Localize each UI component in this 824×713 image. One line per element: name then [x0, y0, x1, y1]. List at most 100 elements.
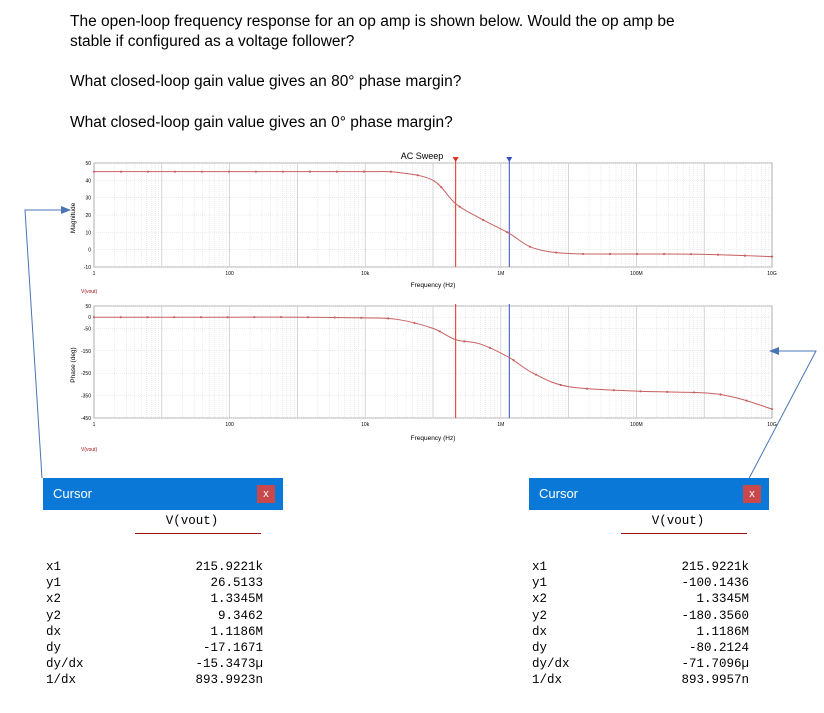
phase-x-ticks: 1 100 10k 1M 100M 10G	[93, 422, 777, 428]
cursor-column-header: V(vout)	[651, 514, 705, 528]
x-tick-label: 1	[93, 271, 96, 277]
series-marker	[362, 170, 366, 173]
cursor-row: dx 1.1186M	[46, 624, 263, 639]
series-marker	[226, 316, 229, 319]
x-tick-label: 100M	[630, 422, 643, 428]
series-marker	[586, 387, 589, 390]
magnitude-y-label: Magnitude	[70, 202, 77, 233]
chart-title: AC Sweep	[401, 151, 444, 161]
series-marker	[440, 186, 443, 189]
series-marker	[458, 205, 461, 208]
x-tick-label: 10G	[767, 271, 777, 277]
series-marker	[335, 170, 339, 173]
series-marker	[639, 390, 642, 393]
phase-series	[92, 316, 774, 411]
series-marker	[666, 390, 669, 394]
magnitude-x-ticks: 1 100 10k 1M 100M 10G	[93, 271, 777, 277]
series-marker	[528, 245, 532, 248]
series-marker	[146, 316, 149, 319]
cursor-panel-right: Cursor x V(vout) x1 215.9221k y1 -100.1436…	[529, 478, 769, 687]
series-marker	[308, 170, 312, 173]
series-marker	[360, 316, 363, 319]
series-marker	[488, 346, 492, 349]
x-tick-label: 10k	[361, 271, 370, 277]
question-3: What closed-loop gain value gives an 0° …	[70, 114, 453, 131]
cursor-row: x1 215.9221k	[46, 560, 263, 574]
cursor-row: dx 1.1186M	[532, 624, 749, 639]
series-marker	[438, 330, 441, 333]
series-marker	[635, 252, 639, 256]
phase-y-label: Phase (deg)	[70, 347, 77, 382]
cursor-row: x1 215.9221k	[532, 560, 749, 574]
cursor-row: x2 1.3345M	[532, 592, 749, 607]
x-tick-label: 100	[225, 422, 234, 428]
cursor-panel-left: Cursor x V(vout) x1 215.9221k y1 26.5133 x…	[43, 478, 283, 687]
y-tick-label: -150	[81, 349, 91, 355]
y-tick-label: -10	[84, 265, 91, 271]
series-marker	[689, 253, 693, 256]
question-1-line-1: The open-loop frequency response for an …	[70, 13, 675, 30]
cursor-row: 1/dx 893.9957n	[532, 673, 749, 688]
series-marker	[253, 316, 256, 319]
question-1-line-2: stable if configured as a voltage follow…	[70, 33, 355, 50]
series-line	[94, 171, 773, 258]
series-marker	[92, 316, 96, 319]
series-marker	[306, 316, 309, 319]
magnitude-grid	[93, 162, 773, 268]
magnitude-cursors[interactable]	[452, 157, 513, 267]
close-button[interactable]: x	[743, 485, 761, 503]
series-marker	[389, 170, 392, 173]
cursor-row: dy/dx -15.3473µ	[46, 657, 263, 672]
phase-y-ticks: 50 0 -50 -150 -250 -350 -450	[81, 304, 91, 422]
series-marker	[173, 170, 177, 173]
cursor-column-header: V(vout)	[165, 514, 219, 528]
cursor-row: 1/dx 893.9923n	[46, 673, 263, 688]
y-tick-label: 30	[85, 196, 91, 202]
x-tick-label: 1M	[497, 271, 504, 277]
series-marker	[559, 383, 562, 387]
series-marker	[745, 399, 748, 402]
series-marker	[119, 170, 123, 173]
column-underline	[135, 533, 261, 534]
series-marker	[92, 170, 96, 173]
cursor-row: y2 9.3462	[46, 608, 263, 623]
column-underline	[621, 533, 747, 534]
magnitude-y-ticks: 50 40 30 20 10 0 -10	[84, 161, 91, 271]
series-marker	[463, 340, 466, 343]
cursor-title: Cursor	[53, 486, 93, 501]
series-marker	[281, 170, 285, 173]
magnitude-legend: V(vout)	[81, 289, 97, 295]
series-marker	[482, 218, 485, 222]
left-arrow	[24, 206, 71, 479]
cursor-row: y2 -180.3560	[532, 608, 749, 623]
y-tick-label: -50	[84, 326, 91, 332]
phase-cursors[interactable]	[455, 304, 510, 418]
y-tick-label: 40	[85, 178, 91, 184]
series-marker	[512, 359, 515, 362]
cursor-header[interactable]: Cursor x	[43, 478, 283, 510]
cursor-row: dy/dx -71.7096µ	[532, 657, 749, 672]
series-marker	[662, 252, 666, 256]
series-marker	[692, 391, 696, 394]
cursor-row: dy -80.2124	[532, 640, 749, 655]
cursor-marker[interactable]	[452, 157, 459, 162]
close-button[interactable]: x	[257, 485, 275, 503]
cursor-header[interactable]: Cursor x	[529, 478, 769, 510]
question-2: What closed-loop gain value gives an 80°…	[70, 73, 462, 90]
y-tick-label: 0	[88, 248, 91, 254]
series-marker	[416, 174, 419, 177]
cursor-row: y1 -100.1436	[532, 576, 749, 591]
cursor-marker[interactable]	[506, 157, 513, 162]
cursor-values: x1 215.9221k y1 26.5133 x2 1.3345M y2 9.3462…	[43, 559, 263, 689]
series-marker	[719, 393, 722, 396]
series-marker	[173, 316, 176, 319]
cursor-values: x1 215.9221k y1 -100.1436 x2 1.3345M y2 -180…	[529, 559, 749, 689]
y-tick-label: 50	[85, 304, 91, 310]
right-arrow	[744, 347, 817, 487]
cursor-row: dy -17.1671	[46, 640, 263, 655]
series-marker	[743, 254, 747, 257]
series-marker	[770, 407, 774, 411]
cursor-row: x2 1.3345M	[46, 592, 263, 607]
